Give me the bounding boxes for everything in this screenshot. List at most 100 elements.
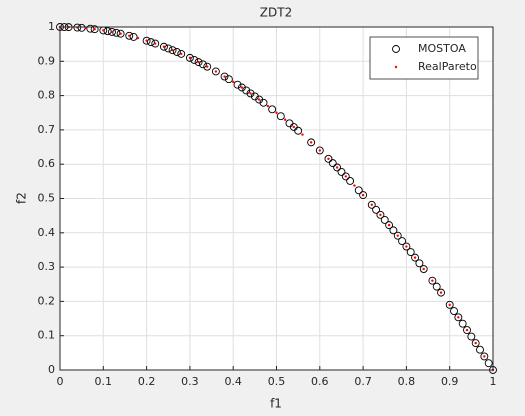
circle-marker bbox=[467, 332, 476, 341]
circle-marker bbox=[411, 253, 420, 262]
dot-marker bbox=[84, 27, 88, 30]
dot-marker bbox=[145, 39, 148, 42]
dot-marker bbox=[171, 48, 174, 52]
dot-marker bbox=[292, 125, 296, 129]
dot-marker bbox=[474, 341, 477, 345]
circle-marker bbox=[389, 226, 398, 235]
circle-marker bbox=[476, 345, 484, 354]
circle-marker bbox=[73, 23, 82, 32]
circle-marker bbox=[108, 27, 116, 36]
circle-marker bbox=[151, 39, 160, 48]
circle-marker bbox=[415, 259, 424, 268]
dot-marker bbox=[309, 141, 313, 144]
y-tick-label: 0.9 bbox=[38, 54, 56, 67]
dot-marker bbox=[370, 203, 373, 207]
dot-marker bbox=[457, 316, 460, 319]
circle-marker bbox=[259, 98, 268, 107]
x-tick-label: 0.6 bbox=[311, 375, 329, 388]
circle-marker bbox=[333, 163, 342, 172]
circle-marker bbox=[294, 126, 303, 135]
chart-title: ZDT2 bbox=[260, 6, 292, 20]
dot-marker bbox=[128, 34, 131, 37]
circle-marker bbox=[385, 221, 394, 230]
marks bbox=[56, 23, 497, 374]
y-tick-label: 1 bbox=[48, 20, 55, 33]
circle-marker bbox=[450, 307, 458, 315]
circle-marker bbox=[211, 67, 220, 76]
circle-marker bbox=[480, 352, 489, 361]
circle-marker bbox=[146, 38, 155, 47]
circle-marker bbox=[406, 248, 415, 256]
legend-label: RealPareto bbox=[418, 60, 477, 73]
y-tick-label: 0.2 bbox=[38, 294, 56, 307]
circle-marker bbox=[242, 86, 251, 95]
dot-marker bbox=[102, 29, 105, 32]
x-tick-label: 0 bbox=[57, 375, 64, 388]
circle-marker bbox=[454, 313, 463, 322]
dot-marker bbox=[483, 355, 486, 358]
y-tick-label: 0.1 bbox=[38, 329, 56, 342]
circle-marker bbox=[237, 83, 246, 92]
circle-marker bbox=[125, 31, 134, 40]
dot-marker bbox=[413, 256, 417, 259]
legend-box bbox=[369, 36, 479, 80]
circle-marker bbox=[359, 191, 368, 200]
circle-marker bbox=[376, 210, 385, 219]
circle-marker bbox=[307, 138, 316, 147]
y-axis-label: f2 bbox=[15, 192, 29, 204]
dot-marker bbox=[327, 157, 330, 161]
circle-marker bbox=[398, 237, 407, 246]
circle-marker bbox=[484, 359, 493, 368]
circle-marker bbox=[116, 29, 125, 38]
dot-marker bbox=[188, 56, 192, 60]
circle-marker bbox=[367, 200, 376, 209]
dot-marker bbox=[214, 70, 218, 73]
y-tick-label: 0.6 bbox=[38, 157, 56, 170]
dot-marker bbox=[361, 193, 365, 197]
dot-marker bbox=[249, 92, 252, 95]
y-tick-label: 0.8 bbox=[38, 89, 56, 102]
circle-marker bbox=[177, 49, 186, 58]
circle-marker bbox=[324, 154, 333, 163]
x-tick-label: 0.5 bbox=[268, 375, 286, 388]
x-tick-label: 0.1 bbox=[95, 375, 113, 388]
dot-marker bbox=[353, 184, 356, 187]
dot-marker bbox=[431, 279, 434, 282]
circle-marker bbox=[90, 25, 99, 34]
circle-marker bbox=[220, 72, 229, 81]
y-tick-label: 0.5 bbox=[38, 192, 56, 205]
dot-marker bbox=[405, 245, 408, 248]
circle-marker bbox=[164, 44, 173, 53]
x-tick-label: 0.9 bbox=[441, 375, 459, 388]
dot-marker bbox=[136, 36, 140, 40]
circle-marker bbox=[380, 215, 389, 224]
circle-marker bbox=[463, 326, 471, 335]
circle-marker bbox=[224, 75, 233, 84]
dot-marker bbox=[301, 133, 304, 136]
circle-marker bbox=[428, 276, 437, 285]
circle-marker bbox=[185, 53, 194, 62]
circle-marker bbox=[392, 45, 400, 53]
circle-marker bbox=[419, 265, 428, 273]
dot-marker bbox=[387, 223, 391, 227]
x-tick-label: 0.2 bbox=[138, 375, 156, 388]
circle-marker bbox=[203, 62, 212, 71]
circle-marker bbox=[142, 36, 151, 45]
circle-marker bbox=[471, 339, 480, 348]
circle-marker bbox=[129, 32, 138, 41]
circle-marker bbox=[194, 58, 203, 67]
dot-marker bbox=[283, 118, 287, 121]
dot-marker bbox=[266, 104, 270, 108]
legend-label: MOSTOA bbox=[418, 42, 466, 55]
circle-marker bbox=[393, 231, 402, 240]
x-tick-label: 0.3 bbox=[181, 375, 199, 388]
dot-marker bbox=[465, 328, 469, 332]
dot-marker bbox=[344, 175, 347, 178]
dot-marker bbox=[119, 32, 122, 35]
y-tick-label: 0.7 bbox=[38, 123, 56, 136]
circle-marker bbox=[315, 146, 324, 155]
x-axis-label: f1 bbox=[270, 397, 282, 411]
dot-marker bbox=[394, 65, 398, 69]
circle-marker bbox=[432, 282, 441, 291]
